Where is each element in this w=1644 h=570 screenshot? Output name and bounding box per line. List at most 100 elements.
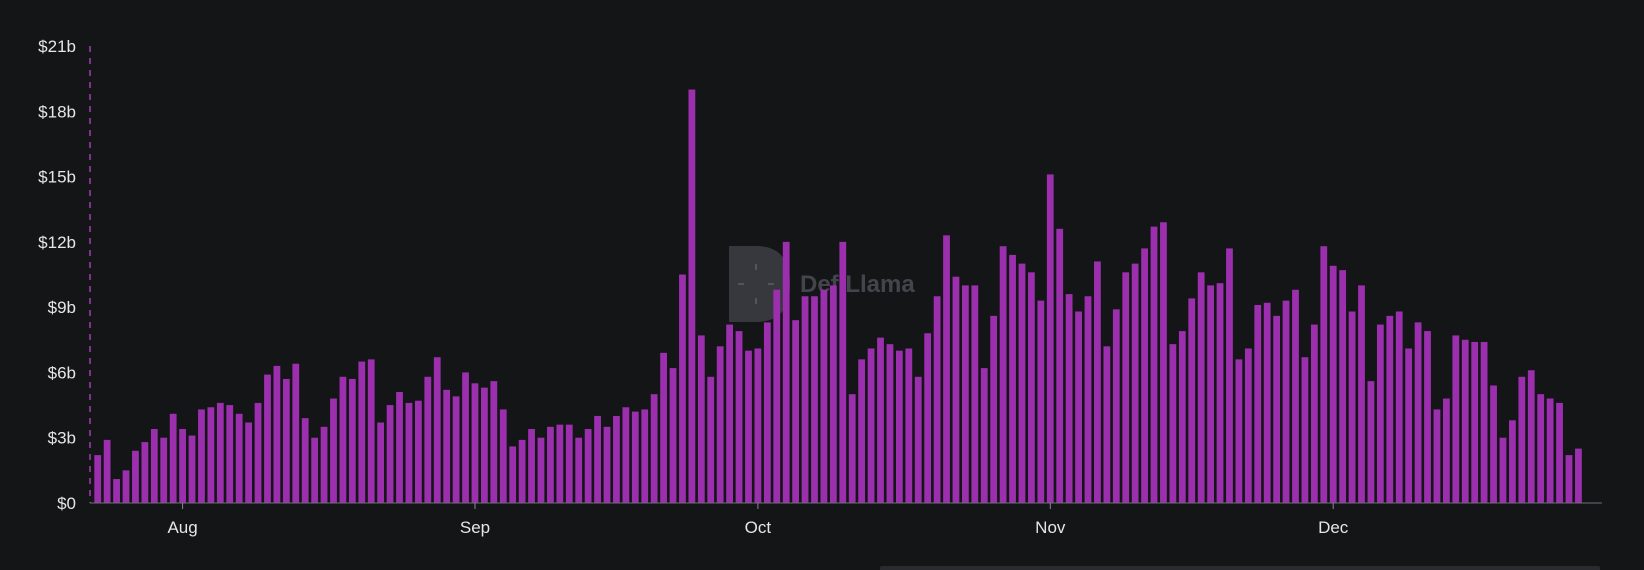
bar[interactable] [188, 435, 196, 503]
bar[interactable] [565, 424, 573, 503]
bar[interactable] [1367, 381, 1375, 503]
bar[interactable] [1037, 300, 1045, 503]
bar[interactable] [1018, 263, 1026, 503]
bar[interactable] [424, 376, 432, 503]
bar[interactable] [905, 348, 913, 503]
bar[interactable] [1169, 344, 1177, 503]
bar[interactable] [613, 415, 620, 503]
bar[interactable] [198, 409, 205, 503]
bar[interactable] [179, 429, 186, 503]
bar[interactable] [330, 398, 337, 503]
bar[interactable] [1056, 228, 1064, 504]
bar[interactable] [339, 376, 347, 503]
bar[interactable] [1414, 322, 1422, 503]
bar[interactable] [914, 376, 922, 503]
bar[interactable] [1490, 385, 1497, 503]
bar[interactable] [1188, 298, 1196, 503]
bar[interactable] [499, 409, 507, 503]
bar[interactable] [377, 422, 385, 503]
bar[interactable] [1395, 311, 1403, 504]
bar[interactable] [707, 376, 715, 503]
bar[interactable] [348, 378, 356, 503]
bar[interactable] [537, 437, 545, 503]
bar[interactable] [1339, 270, 1347, 503]
bar[interactable] [396, 392, 403, 503]
bar[interactable] [518, 439, 526, 503]
bar[interactable] [1386, 315, 1394, 503]
bar[interactable] [1226, 248, 1233, 503]
bar[interactable] [792, 320, 800, 503]
bar[interactable] [773, 289, 781, 503]
bar[interactable] [1094, 261, 1101, 503]
bar[interactable] [782, 241, 790, 504]
bar[interactable] [1254, 304, 1262, 503]
bar[interactable] [226, 405, 234, 503]
bar[interactable] [726, 324, 733, 503]
bar[interactable] [990, 315, 998, 503]
bar[interactable] [754, 348, 762, 503]
bar[interactable] [1329, 265, 1337, 503]
bar[interactable] [509, 446, 517, 503]
bar[interactable] [1112, 309, 1120, 503]
bar[interactable] [1301, 357, 1309, 503]
bar[interactable] [679, 274, 686, 504]
bar[interactable] [1320, 246, 1328, 503]
bar[interactable] [745, 350, 752, 503]
bar[interactable] [216, 402, 224, 503]
bar[interactable] [867, 348, 875, 503]
bar[interactable] [1537, 394, 1545, 503]
bar[interactable] [829, 285, 837, 503]
bar[interactable] [1480, 341, 1488, 503]
bar[interactable] [311, 437, 319, 503]
bar[interactable] [980, 368, 988, 503]
bar[interactable] [103, 439, 111, 503]
bar[interactable] [1046, 174, 1054, 503]
bar[interactable] [1424, 331, 1431, 503]
bar[interactable] [367, 359, 375, 503]
bar[interactable] [1263, 302, 1271, 503]
bar[interactable] [528, 429, 535, 503]
bar[interactable] [207, 407, 215, 503]
bar[interactable] [1197, 272, 1205, 503]
bar[interactable] [622, 407, 630, 503]
bar[interactable] [943, 235, 950, 503]
bar[interactable] [1028, 272, 1035, 503]
bar[interactable] [273, 365, 281, 503]
bar[interactable] [971, 285, 979, 503]
bar[interactable] [556, 424, 564, 503]
bar[interactable] [169, 413, 177, 503]
bar[interactable] [471, 383, 479, 503]
bar[interactable] [547, 426, 554, 503]
bar[interactable] [820, 289, 828, 503]
bar[interactable] [1471, 341, 1479, 503]
bar[interactable] [1244, 348, 1252, 503]
bar[interactable] [641, 409, 649, 503]
bar[interactable] [1009, 254, 1016, 503]
bar[interactable] [1160, 222, 1167, 503]
bar[interactable] [1509, 420, 1516, 503]
bar[interactable] [1518, 376, 1526, 503]
bar[interactable] [1084, 296, 1092, 503]
bar[interactable] [933, 296, 941, 503]
bar[interactable] [320, 426, 328, 503]
bar[interactable] [1461, 339, 1469, 503]
bar[interactable] [1348, 311, 1356, 504]
bar[interactable] [414, 400, 422, 503]
bar[interactable] [1292, 289, 1299, 503]
bar[interactable] [1235, 359, 1243, 503]
bar[interactable] [631, 411, 639, 503]
bar[interactable] [848, 394, 856, 503]
bar[interactable] [801, 296, 809, 503]
bar[interactable] [763, 322, 771, 503]
scrollbar-strip[interactable] [880, 566, 1600, 570]
bar[interactable] [1565, 455, 1573, 503]
bar[interactable] [122, 470, 130, 503]
bar[interactable] [452, 396, 460, 503]
bar[interactable] [1405, 348, 1413, 503]
bar[interactable] [1452, 335, 1460, 503]
bar[interactable] [650, 394, 658, 503]
bar[interactable] [282, 378, 290, 503]
bar[interactable] [1273, 315, 1281, 503]
bar[interactable] [1499, 437, 1507, 503]
bar[interactable] [1150, 226, 1158, 503]
